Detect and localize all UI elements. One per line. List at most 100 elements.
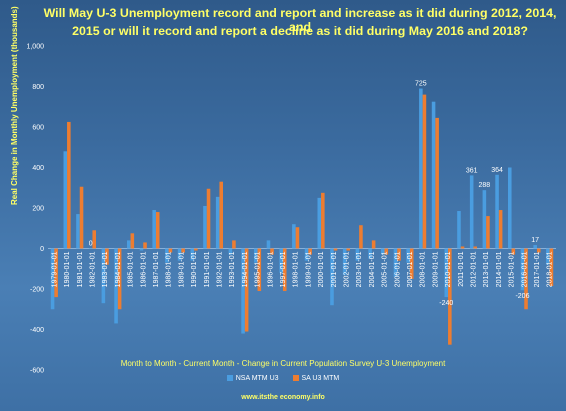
x-tick-label: 2015-01-01 [509, 251, 516, 287]
bar-sa [130, 233, 135, 249]
bar-nsa [203, 205, 207, 249]
bar-sa [435, 117, 439, 249]
bar-sa [54, 248, 58, 298]
y-tick-label: 600 [32, 125, 44, 132]
bar-sa [359, 225, 363, 249]
bar-sa [333, 248, 338, 251]
bar-nsa [342, 248, 347, 275]
bar-sa [549, 248, 554, 286]
x-tick-label: 1981-01-01 [77, 251, 84, 287]
bar-nsa [177, 248, 182, 261]
bar-nsa [380, 248, 385, 255]
bar-sa [117, 248, 122, 310]
x-tick-label: 2004-01-01 [369, 251, 376, 287]
bar-sa [206, 188, 211, 249]
x-tick-label: 1989-01-01 [178, 251, 185, 287]
bar-sa [232, 240, 236, 249]
bar-nsa [520, 248, 525, 291]
x-tick-label: 1988-01-01 [166, 251, 173, 287]
bar-sa [536, 248, 541, 253]
data-label: 361 [466, 167, 478, 174]
x-tick-label: 2018-01-01 [547, 251, 554, 287]
x-tick-label: 2013-01-01 [483, 251, 490, 287]
bar-nsa [431, 101, 436, 249]
data-label: 364 [491, 167, 503, 174]
bar-sa [282, 248, 287, 292]
x-tick-label: 1985-01-01 [128, 251, 135, 287]
bar-nsa [546, 248, 550, 265]
bar-nsa [139, 248, 144, 251]
x-tick-label: 2001-01-01 [331, 251, 338, 287]
y-tick-label: -200 [30, 287, 44, 294]
bar-nsa [241, 248, 245, 334]
x-tick-label: 2016-01-01 [521, 251, 528, 287]
bar-sa [486, 216, 490, 249]
legend-item-sa: SA U3 MTM [292, 375, 340, 382]
x-tick-label: 1983-01-01 [102, 251, 109, 287]
y-tick-label: 400 [32, 165, 44, 172]
x-tick-label: 2003-01-01 [356, 251, 363, 287]
bar-sa [219, 181, 224, 249]
bar-nsa [63, 151, 68, 249]
legend-label-sa: SA U3 MTM [301, 375, 340, 382]
bar-sa [194, 248, 198, 251]
bar-nsa [114, 248, 118, 324]
bar-nsa [330, 248, 334, 306]
x-tick-label: 1980-01-01 [64, 251, 71, 287]
bar-nsa [495, 174, 499, 249]
bar-nsa [304, 248, 309, 261]
bar-sa [473, 246, 478, 249]
x-tick-label: 2014-01-01 [496, 251, 503, 287]
legend-swatch-nsa [226, 375, 233, 382]
bar-sa [524, 248, 528, 310]
bar-nsa [152, 210, 156, 249]
x-tick-label: 1994-01-01 [242, 251, 249, 287]
x-tick-label: 1999-01-01 [305, 251, 312, 287]
data-label: 17 [531, 237, 539, 244]
x-tick-label: 2010-01-01 [445, 251, 452, 287]
bar-nsa [317, 197, 322, 249]
bar-nsa [76, 214, 80, 249]
x-tick-label: 2005-01-01 [382, 251, 389, 287]
bar-nsa [190, 248, 195, 261]
bar-sa [308, 248, 312, 255]
data-label: -240 [439, 300, 453, 307]
bar-sa [448, 248, 452, 345]
legend-swatch-sa [292, 375, 299, 382]
bar-nsa [419, 88, 423, 249]
x-tick-label: 1996-01-01 [267, 251, 274, 287]
bar-sa [422, 94, 427, 249]
bar-sa [270, 248, 274, 255]
x-tick-label: 1984-01-01 [115, 251, 122, 287]
bar-sa [79, 186, 84, 249]
x-tick-label: 1987-01-01 [153, 251, 160, 287]
bar-nsa [50, 248, 55, 310]
x-tick-label: 2002-01-01 [343, 251, 350, 287]
bar-sa [498, 210, 503, 249]
bar-sa [460, 246, 465, 249]
x-tick-label: 2009-01-01 [432, 251, 439, 287]
source-footer: www.itsthe economy.info [241, 394, 325, 401]
bar-sa [384, 248, 389, 255]
bar-sa [92, 230, 97, 249]
y-tick-label: 0 [40, 246, 44, 253]
bar-sa [105, 248, 109, 265]
bar-sa [321, 192, 325, 249]
x-tick-label: 1995-01-01 [255, 251, 262, 287]
bar-sa [244, 248, 249, 332]
chart-legend: NSA MTM U3 SA U3 MTM [0, 375, 566, 382]
bar-sa [155, 212, 160, 249]
x-tick-label: 1992-01-01 [216, 251, 223, 287]
x-tick-label: 2012-01-01 [470, 251, 477, 287]
bar-sa [409, 248, 414, 279]
bar-nsa [215, 196, 220, 249]
bar-nsa [101, 248, 106, 304]
bar-nsa [482, 190, 487, 249]
bar-nsa [457, 211, 461, 249]
bar-sa [181, 248, 185, 253]
bar-sa [511, 248, 516, 255]
bar-nsa [368, 248, 372, 259]
bar-nsa [88, 248, 93, 249]
bar-sa [257, 248, 262, 292]
x-tick-label: 1979-01-01 [51, 251, 58, 287]
